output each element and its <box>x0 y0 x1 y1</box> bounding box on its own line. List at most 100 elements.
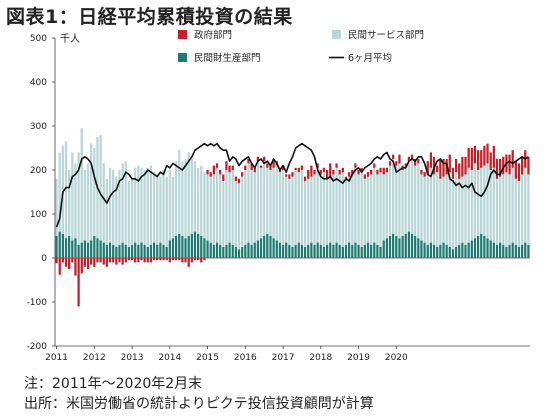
government-bar <box>310 165 313 177</box>
legend-item-average-label: 6ヶ月平均 <box>348 52 392 64</box>
services-bar <box>417 163 420 239</box>
goods-bar <box>115 247 118 258</box>
government-bar <box>498 159 502 177</box>
government-bar <box>58 258 61 275</box>
government-bar <box>316 163 319 168</box>
goods-bar <box>228 242 231 258</box>
services-bar <box>55 178 58 236</box>
goods-bar <box>124 244 127 258</box>
goods-bar <box>209 242 212 258</box>
goods-bar <box>278 242 282 258</box>
x-tick-label: 2016 <box>234 353 257 363</box>
government-bar <box>68 258 71 269</box>
government-bar <box>285 174 288 177</box>
government-bar <box>325 170 329 179</box>
government-bar <box>134 258 137 263</box>
government-bar <box>86 258 90 269</box>
goods-bar <box>502 244 505 258</box>
government-bar <box>222 174 225 181</box>
government-bar <box>231 165 234 170</box>
services-bar <box>266 167 269 234</box>
government-bar <box>209 172 212 177</box>
goods-bar <box>454 247 458 258</box>
government-bar <box>502 156 505 175</box>
goods-bar <box>275 240 278 258</box>
y-tick-label: -200 <box>27 342 48 352</box>
services-bar <box>80 128 83 243</box>
government-bar <box>521 156 524 175</box>
services-bar <box>127 181 131 247</box>
government-bar <box>124 258 127 263</box>
government-bar <box>414 159 417 166</box>
goods-bar <box>498 242 502 258</box>
goods-bar <box>467 242 470 258</box>
goods-bar <box>489 240 492 258</box>
services-bar <box>426 174 429 245</box>
services-bar <box>407 161 411 232</box>
goods-bar <box>517 247 521 258</box>
goods-bar <box>473 238 477 258</box>
services-bar <box>373 167 376 243</box>
services-bar <box>432 174 436 245</box>
services-bar <box>212 174 215 245</box>
services-bar <box>159 176 162 243</box>
services-bar <box>102 163 105 243</box>
y-tick-label: 0 <box>41 254 47 264</box>
services-bar <box>112 170 115 245</box>
goods-bar <box>404 233 407 258</box>
services-bar <box>234 181 238 247</box>
services-bar <box>521 174 524 245</box>
y-tick-label: 400 <box>30 78 47 88</box>
government-bar <box>200 258 203 263</box>
government-bar <box>234 176 238 181</box>
services-bar <box>322 172 326 247</box>
government-bar <box>291 172 294 177</box>
goods-bar <box>137 244 140 258</box>
government-bar <box>171 258 175 261</box>
services-bar <box>259 167 263 239</box>
services-bar <box>253 172 256 243</box>
goods-bar <box>225 244 228 258</box>
government-bar <box>212 165 215 175</box>
government-bar <box>225 161 228 170</box>
services-bar <box>178 150 181 234</box>
goods-bar <box>71 240 74 258</box>
government-bar <box>454 159 458 173</box>
services-bar <box>366 176 370 243</box>
x-tick-label: 2013 <box>121 353 144 363</box>
government-bar <box>61 258 64 263</box>
goods-bar <box>483 236 486 258</box>
goods-bar <box>303 247 307 258</box>
government-bar <box>99 258 102 263</box>
x-tick-label: 2012 <box>83 353 106 363</box>
services-bar <box>86 163 90 243</box>
services-bar <box>121 163 124 243</box>
government-bar <box>322 167 326 173</box>
government-bar <box>398 154 401 164</box>
services-bar <box>360 172 363 247</box>
government-bar <box>360 167 363 173</box>
goods-bar <box>146 247 149 258</box>
services-bar <box>200 165 203 236</box>
government-bar <box>527 156 530 175</box>
goods-bar <box>341 247 344 258</box>
government-bar <box>464 156 467 175</box>
government-bar <box>71 258 74 263</box>
government-bar <box>77 258 80 307</box>
goods-bar <box>259 238 263 258</box>
goods-bar <box>385 238 388 258</box>
services-bar <box>165 176 168 247</box>
services-bar <box>247 163 250 243</box>
goods-bar <box>58 231 61 258</box>
government-bar <box>184 258 187 263</box>
government-bar <box>420 170 423 175</box>
services-bar <box>307 178 310 245</box>
goods-bar <box>420 240 423 258</box>
goods-bar <box>212 244 215 258</box>
government-bar <box>215 163 219 168</box>
government-bar <box>190 258 193 263</box>
goods-bar <box>61 233 64 258</box>
goods-bar <box>322 247 326 258</box>
services-bar <box>263 161 266 236</box>
services-bar <box>269 170 272 236</box>
